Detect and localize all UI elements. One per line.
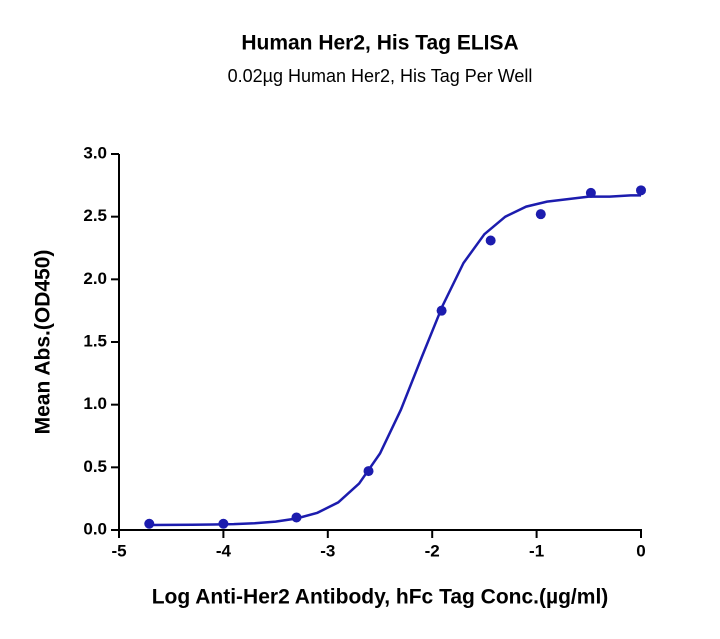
- data-point: [636, 185, 646, 196]
- data-point: [363, 466, 374, 477]
- y-tick-label: 2.0: [83, 269, 107, 288]
- data-point: [144, 518, 155, 529]
- chart-title: Human Her2, His Tag ELISA: [241, 32, 518, 55]
- x-tick-label: -3: [320, 541, 335, 560]
- y-tick-label: 1.5: [83, 331, 107, 350]
- y-tick-label: 2.5: [83, 206, 107, 225]
- y-tick-label: 0.0: [83, 519, 107, 538]
- data-point: [585, 187, 596, 198]
- x-tick-label: -5: [111, 541, 126, 560]
- y-tick-label: 0.5: [83, 457, 107, 476]
- data-point: [291, 512, 302, 523]
- x-tick-label: 0: [636, 541, 645, 560]
- y-tick-label: 3.0: [83, 143, 107, 162]
- data-point: [485, 235, 496, 246]
- x-axis-label: Log Anti-Her2 Antibody, hFc Tag Conc.(µg…: [152, 586, 609, 609]
- data-point: [436, 305, 447, 316]
- x-tick-label: -2: [425, 541, 440, 560]
- fit-curve: [150, 194, 641, 527]
- data-point: [218, 518, 229, 529]
- x-tick-label: -4: [216, 541, 232, 560]
- data-point: [535, 209, 546, 220]
- y-axis-label: Mean Abs.(OD450): [32, 250, 55, 435]
- chart-subtitle: 0.02µg Human Her2, His Tag Per Well: [228, 66, 533, 86]
- x-tick-label: -1: [529, 541, 544, 560]
- y-tick-label: 1.0: [83, 394, 107, 413]
